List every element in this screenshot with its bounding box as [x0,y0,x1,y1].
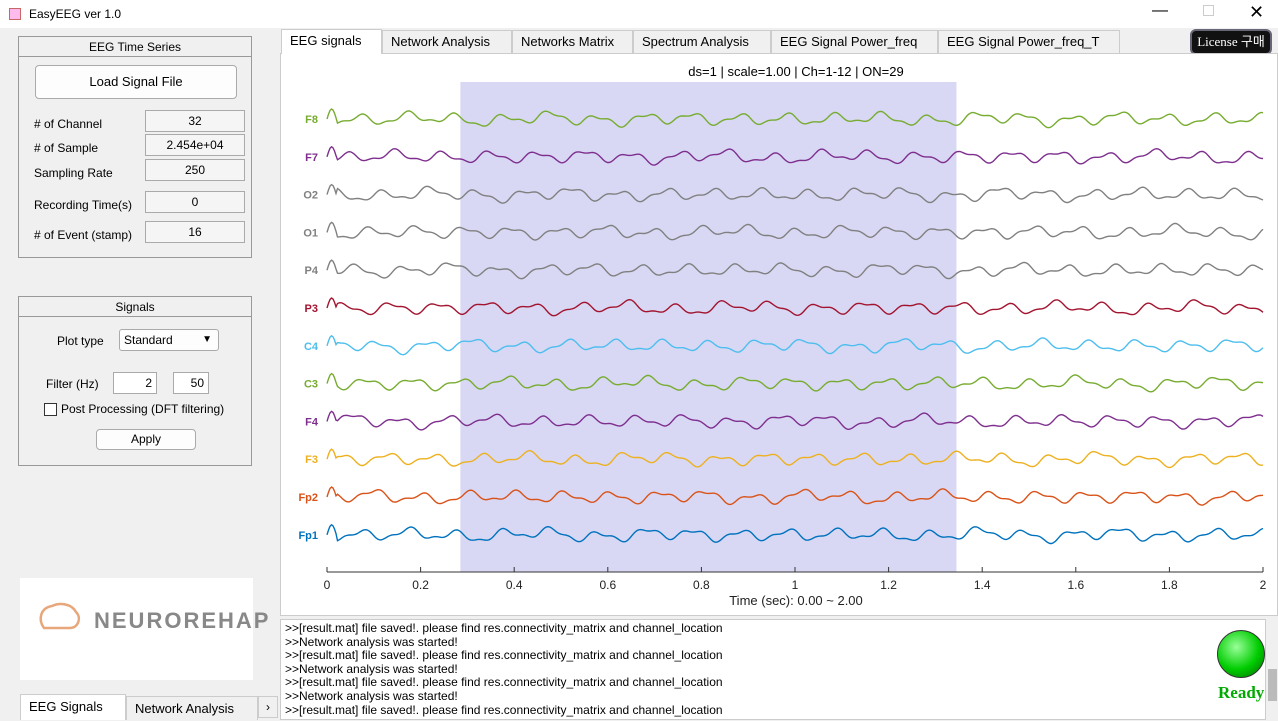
x-axis-label: Time (sec): 0.00 ~ 2.00 [729,593,863,608]
tab[interactable]: EEG Signal Power_freq [771,30,938,53]
tab[interactable]: EEG Signal Power_freq_T [938,30,1120,53]
log-line: >>Network analysis was started! [285,634,458,649]
load-button[interactable]: Load Signal File [35,65,237,99]
log-scrollbar[interactable] [1267,619,1278,720]
tab[interactable]: EEG signals [281,29,382,54]
channel-label: Fp1 [298,530,318,542]
channel-label: F8 [305,114,318,126]
field-label: # of Event (stamp) [34,228,133,242]
eeg-trace [326,486,1264,506]
eeg-trace [326,297,1264,317]
x-tick-label: 1.4 [974,578,991,592]
eeg-trace [326,259,1264,280]
x-tick-label: 1.8 [1161,578,1178,592]
field-label: # of Channel [34,117,103,131]
x-tick-label: 0.6 [599,578,616,592]
eeg-trace [326,372,1264,393]
channel-label: F7 [305,152,318,164]
log-line: >>Network analysis was started! [285,661,458,676]
minimize[interactable]: — [1152,2,1168,19]
panel-title: EEG Time Series [19,37,251,57]
channel-label: C4 [304,341,319,353]
log-line: >>[result.mat] file saved!. please find … [285,648,723,663]
eeg-trace [326,410,1264,431]
tab[interactable]: Network Analysis [382,30,512,53]
panel-title: Signals [19,297,251,317]
filter-low[interactable]: 2 [113,372,157,394]
x-tick-label: 0 [324,578,331,592]
channel-label: F3 [305,454,318,466]
status-text: Ready [1218,683,1265,702]
apply-button[interactable]: Apply [96,429,196,450]
x-tick-label: 0.4 [506,578,523,592]
field-label: Sampling Rate [34,166,113,180]
channel-label: C3 [304,379,318,391]
title-bar: EasyEEG ver 1.0 — ✕ [0,0,1278,28]
x-tick-label: 2 [1260,578,1267,592]
eeg-trace [326,334,1264,356]
eeg-chart: ds=1 | scale=1.00 | Ch=1-12 | ON=29 Time… [298,64,1267,608]
plot-type-label: Plot type [57,334,104,348]
channel-label: O2 [303,190,318,202]
x-tick-label: 0.8 [693,578,710,592]
log-line: >>[result.mat] file saved!. please find … [285,621,723,635]
log-line: >>Network analysis was started! [285,688,458,703]
bottom-tab[interactable]: EEG Signals [20,694,126,720]
status-light [1217,630,1265,678]
eeg-trace [326,145,1264,166]
channel-label: O1 [303,227,318,239]
app-icon [9,8,21,20]
filter-high[interactable]: 50 [173,372,209,394]
log-line: >>[result.mat] file saved!. please find … [285,702,723,717]
channel-label: F4 [305,416,319,428]
tab-scroll[interactable]: › [258,696,278,718]
filter-label: Filter (Hz) [46,377,99,391]
tab[interactable]: Networks Matrix [512,30,633,53]
tab[interactable]: Spectrum Analysis [633,30,771,53]
x-tick-label: 1.2 [880,578,897,592]
post-processing-label: Post Processing (DFT filtering) [61,402,225,416]
channel-label: Fp2 [298,492,318,504]
logo-icon [39,602,81,630]
eeg-trace [326,108,1264,129]
signals-panel: Signals Plot type Standard ▼ Filter (Hz) … [18,296,252,466]
logo-text: NEUROREHAP [94,608,271,633]
x-tick-label: 1 [792,578,799,592]
plot-type-dropdown[interactable]: Standard ▼ [119,329,219,351]
highlight-region [460,82,957,572]
window-title: EasyEEG ver 1.0 [29,7,122,21]
logo: NEUROREHAP [20,578,268,680]
field-value: 16 [145,221,245,243]
x-tick-label: 1.6 [1067,578,1084,592]
eeg-trace [326,221,1264,241]
time-series-panel: EEG Time Series Load Signal File # of Ch… [18,36,252,258]
log-line: >>[result.mat] file saved!. please find … [285,675,723,690]
field-value: 32 [145,110,245,132]
eeg-trace [326,183,1264,204]
log-console: >>[result.mat] file saved!. please find … [280,619,1266,720]
maximize[interactable] [1203,5,1214,16]
channel-label: P4 [305,265,319,277]
x-tick-label: 0.2 [412,578,429,592]
field-value: 2.454e+04 [145,134,245,156]
post-processing-checkbox[interactable] [44,403,57,416]
field-label: # of Sample [34,141,99,155]
eeg-trace [326,523,1264,545]
eeg-trace [326,448,1264,469]
channel-label: P3 [305,303,318,315]
field-label: Recording Time(s) [34,198,133,212]
field-value: 250 [145,159,245,181]
close[interactable]: ✕ [1249,2,1265,22]
chart-title: ds=1 | scale=1.00 | Ch=1-12 | ON=29 [688,64,903,79]
bottom-tab[interactable]: Network Analysis [126,696,258,720]
field-value: 0 [145,191,245,213]
plot-type-value: Standard [124,333,173,347]
